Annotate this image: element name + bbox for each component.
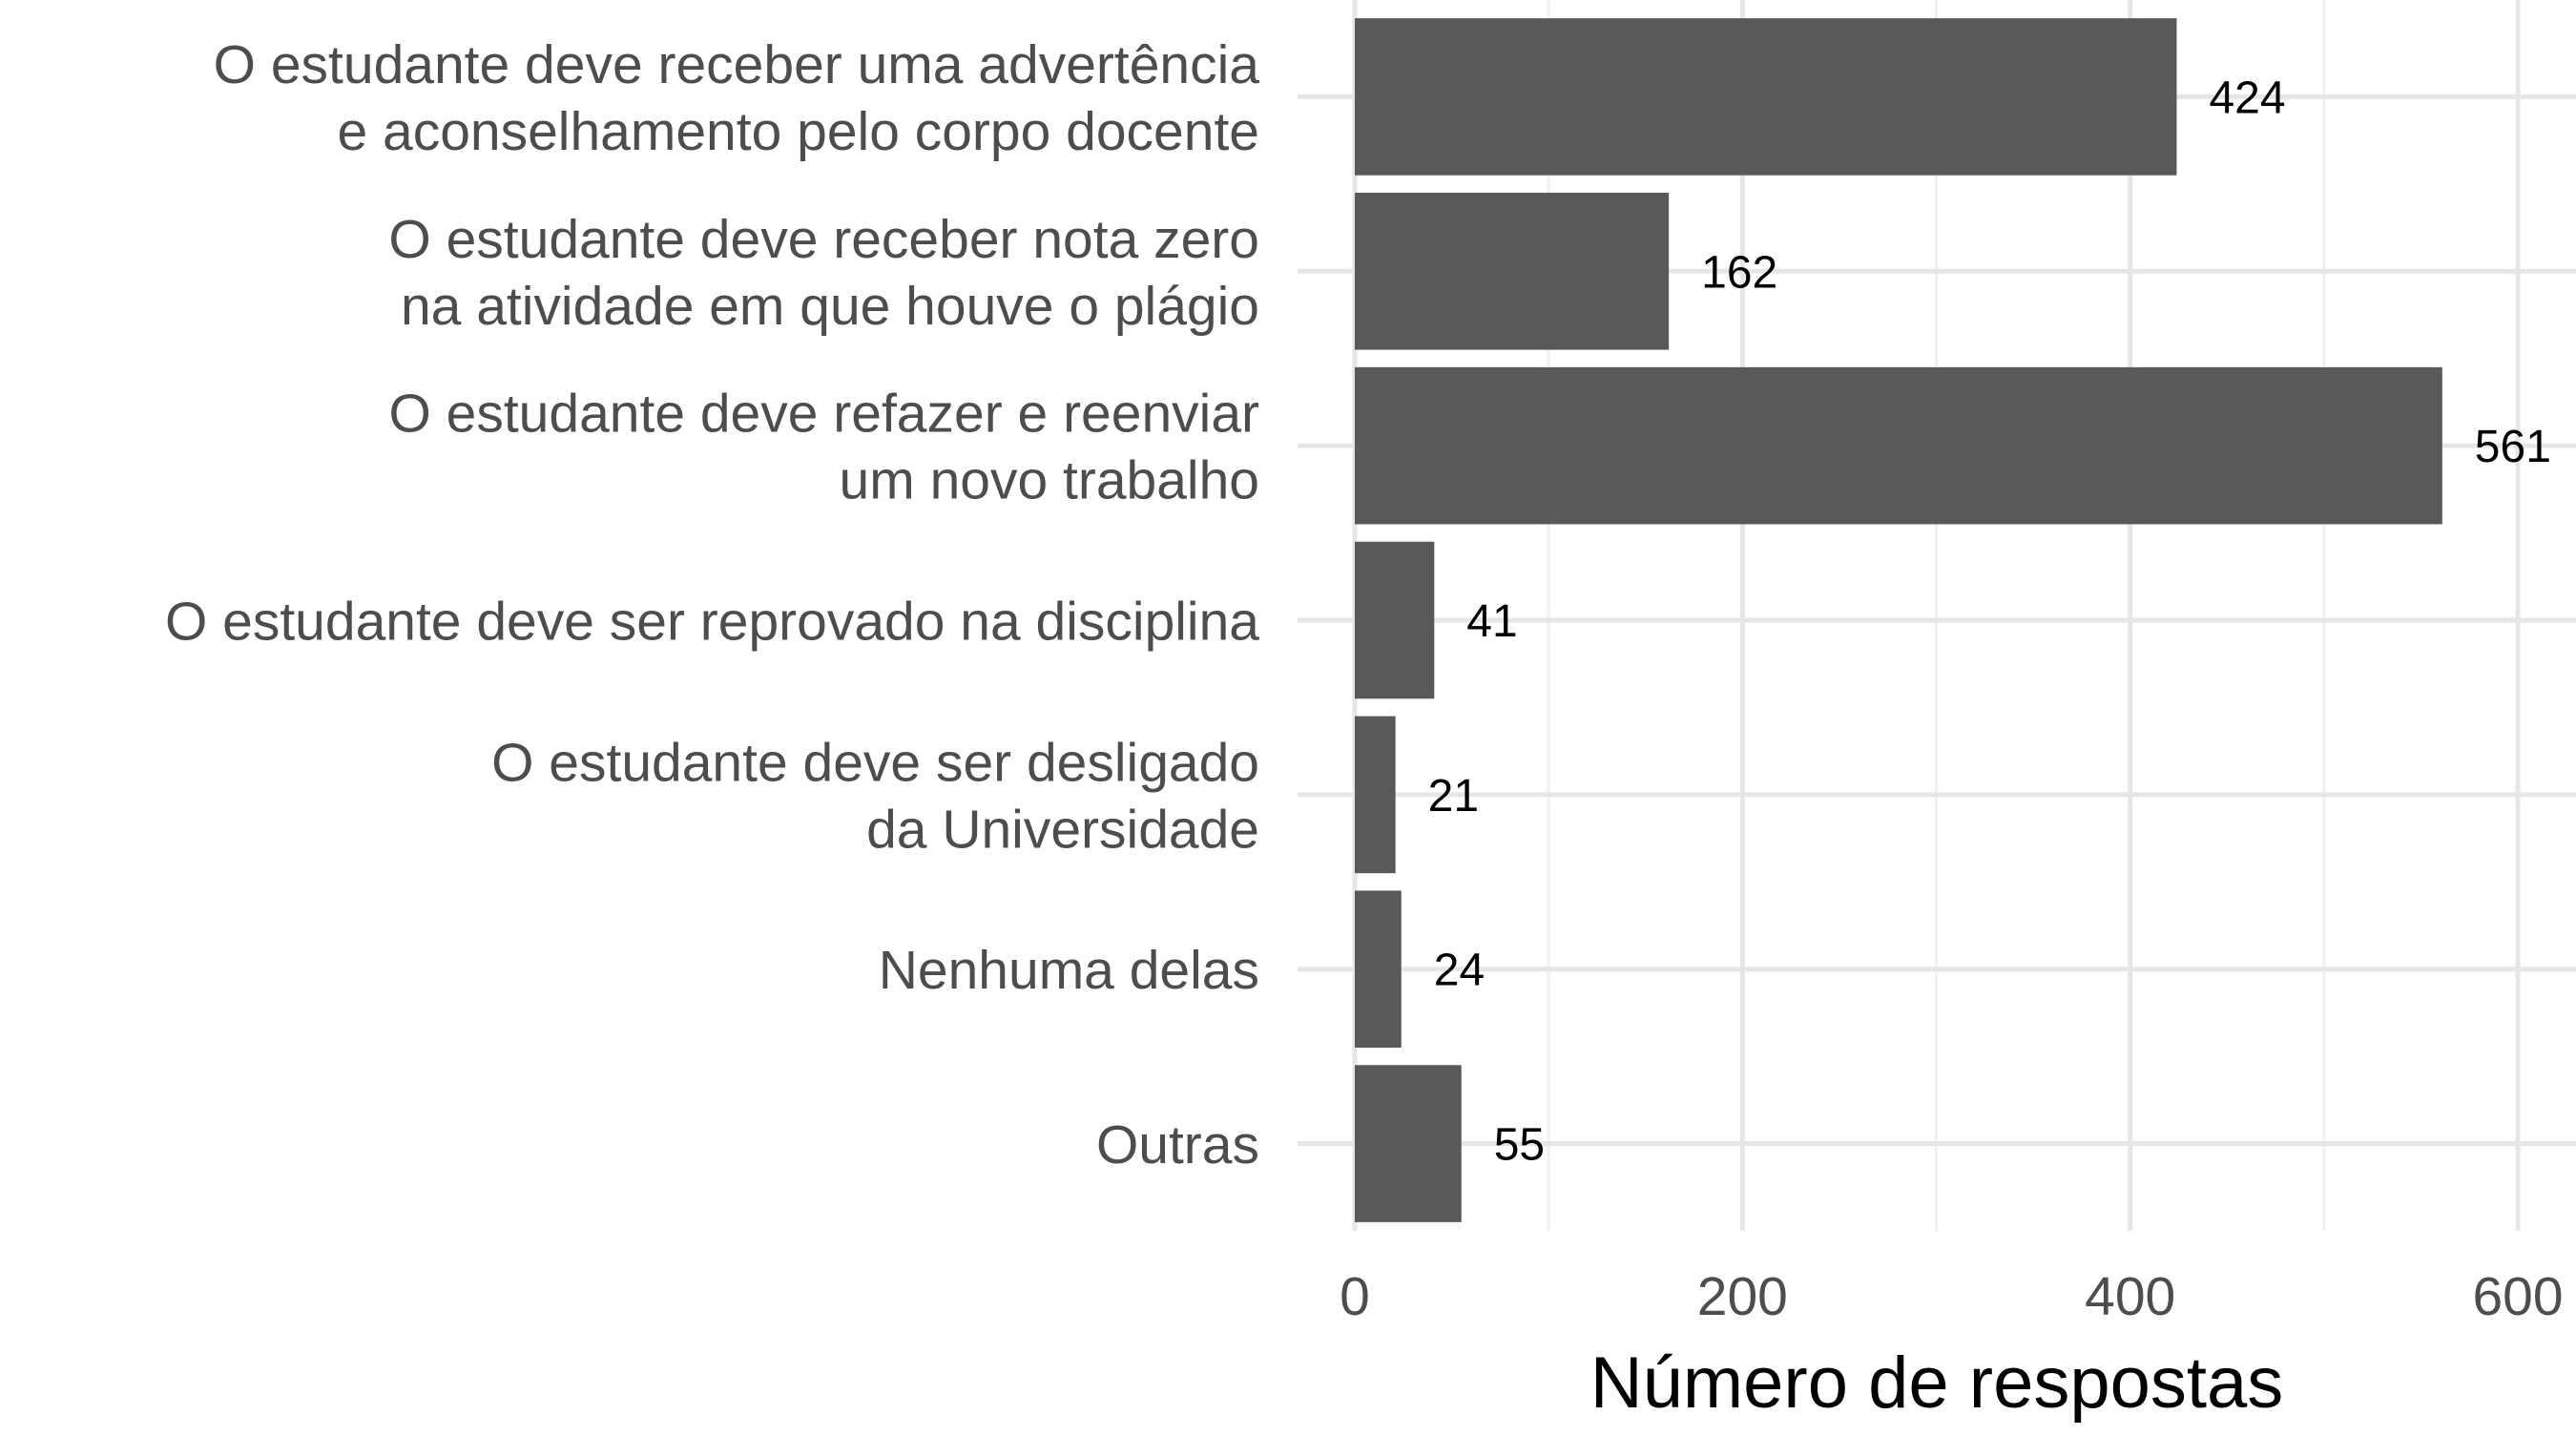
data-label: 55 bbox=[1494, 1120, 1545, 1171]
x-tick-label: 200 bbox=[1697, 1266, 1788, 1327]
x-tick-label: 400 bbox=[2085, 1266, 2175, 1327]
y-tick-label-line: um novo trabalho bbox=[840, 450, 1259, 511]
y-tick-label-line: O estudante deve ser desligado bbox=[491, 732, 1259, 793]
data-label: 561 bbox=[2475, 422, 2551, 472]
y-tick-label: O estudante deve ser reprovado na discip… bbox=[165, 592, 1259, 653]
bar bbox=[1355, 716, 1396, 874]
bar bbox=[1355, 890, 1402, 1048]
x-tick-label: 600 bbox=[2472, 1266, 2563, 1327]
bar bbox=[1355, 366, 2442, 525]
y-tick-label-line: O estudante deve receber nota zero bbox=[388, 209, 1259, 270]
x-axis-tick-labels: 0 200 400 600 bbox=[1340, 1266, 2563, 1327]
y-tick-label-line: O estudante deve refazer e reenviar bbox=[388, 384, 1259, 445]
x-tick-label: 0 bbox=[1340, 1266, 1370, 1327]
x-axis-title: Número de respostas bbox=[1590, 1342, 2284, 1424]
y-tick-label: O estudante deve ser desligado da Univers… bbox=[491, 732, 1259, 860]
y-tick-label-line: Nenhuma delas bbox=[879, 940, 1259, 1001]
bar bbox=[1355, 541, 1435, 699]
y-axis-tick-labels: O estudante deve receber uma advertência… bbox=[165, 34, 1259, 1176]
bars bbox=[1355, 18, 2442, 1222]
data-labels: 424 162 561 41 21 24 55 bbox=[1428, 73, 2551, 1170]
data-label: 21 bbox=[1428, 771, 1479, 822]
y-tick-label: O estudante deve receber uma advertência… bbox=[214, 34, 1260, 162]
y-tick-label-line: O estudante deve receber uma advertência bbox=[214, 34, 1260, 95]
y-tick-label-line: O estudante deve ser reprovado na discip… bbox=[165, 592, 1259, 653]
y-tick-label-line: na atividade em que houve o plágio bbox=[401, 276, 1259, 337]
y-tick-label-line: Outras bbox=[1096, 1114, 1259, 1176]
data-label: 424 bbox=[2209, 73, 2285, 123]
y-tick-label: O estudante deve receber nota zero na ati… bbox=[388, 209, 1259, 337]
bar bbox=[1355, 1065, 1462, 1222]
grid-lines bbox=[1298, 0, 2576, 1231]
bar bbox=[1355, 18, 2177, 176]
y-tick-label: O estudante deve refazer e reenviar um no… bbox=[388, 384, 1259, 511]
data-label: 41 bbox=[1466, 596, 1517, 647]
y-tick-label: Outras bbox=[1096, 1114, 1259, 1176]
bar bbox=[1355, 193, 1670, 350]
y-tick-label: Nenhuma delas bbox=[879, 940, 1259, 1001]
y-tick-label-line: da Universidade bbox=[866, 799, 1259, 860]
data-label: 24 bbox=[1434, 946, 1485, 996]
y-tick-label-line: e aconselhamento pelo corpo docente bbox=[337, 101, 1259, 162]
data-label: 162 bbox=[1701, 247, 1777, 298]
